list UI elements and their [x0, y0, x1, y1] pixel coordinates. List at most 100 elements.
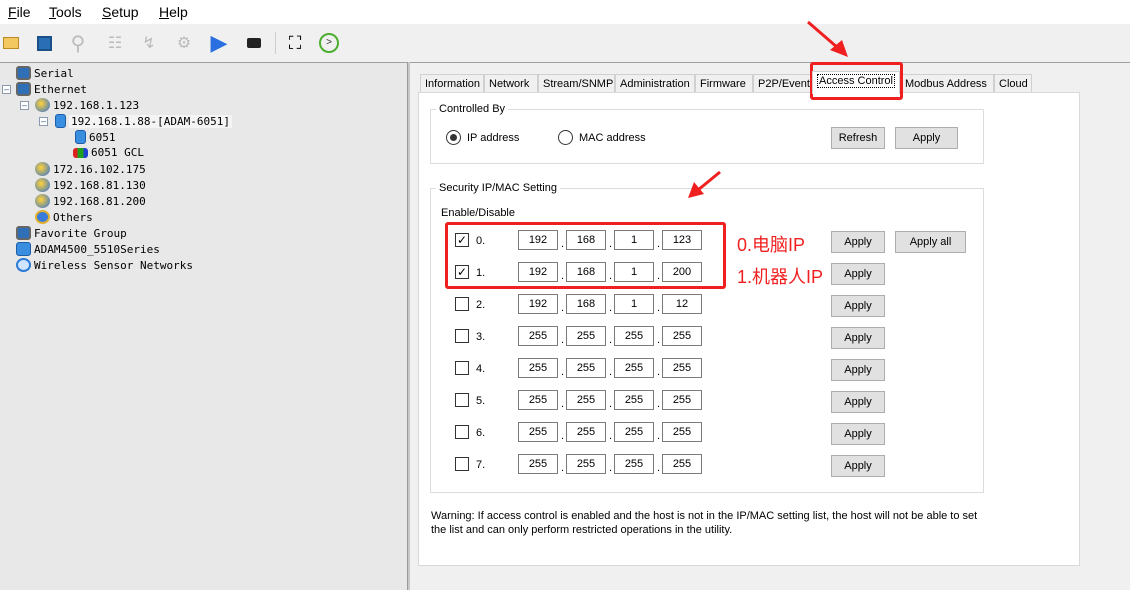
ip-separator: .: [609, 366, 613, 378]
collapse-toggle[interactable]: –: [2, 84, 11, 94]
tree-item-host[interactable]: 192.168.81.130: [35, 178, 146, 192]
row-apply-button[interactable]: Apply: [831, 327, 885, 349]
tab-p2p-event[interactable]: P2P/Event: [753, 74, 812, 93]
ip-octet-input[interactable]: 200: [662, 262, 702, 282]
tab-firmware[interactable]: Firmware: [695, 74, 753, 93]
tab-administration[interactable]: Administration: [615, 74, 695, 93]
play-icon[interactable]: ▶: [210, 30, 228, 55]
tab-information[interactable]: Information: [420, 74, 484, 93]
tree-item-host[interactable]: 172.16.102.175: [35, 162, 146, 176]
enable-checkbox[interactable]: ✓: [455, 265, 469, 279]
mac-address-radio[interactable]: [558, 130, 573, 145]
tree-item-favorite[interactable]: Favorite Group: [16, 226, 127, 240]
ip-octet-input[interactable]: 255: [614, 422, 654, 442]
tree-item-others[interactable]: Others: [35, 210, 93, 224]
apply-all-button[interactable]: Apply all: [895, 231, 966, 253]
tree-item-host[interactable]: 192.168.1.123: [35, 98, 139, 112]
ip-octet-input[interactable]: 255: [614, 358, 654, 378]
tab-stream-snmp[interactable]: Stream/SNMP: [538, 74, 615, 93]
tab-label: P2P/Event: [758, 78, 810, 90]
gear-icon[interactable]: ⚙: [176, 35, 192, 52]
camera-icon[interactable]: [243, 32, 265, 54]
row-apply-button[interactable]: Apply: [831, 263, 885, 285]
ip-octet-input[interactable]: 192: [518, 230, 558, 250]
tree-icon[interactable]: ☷: [107, 35, 123, 52]
tab-label: Stream/SNMP: [543, 78, 614, 90]
menu-help[interactable]: Help: [159, 4, 188, 20]
ip-octet-input[interactable]: 255: [614, 454, 654, 474]
ip-octet-input[interactable]: 255: [662, 326, 702, 346]
tab-network[interactable]: Network: [484, 74, 538, 93]
ip-octet-input[interactable]: 255: [662, 454, 702, 474]
ip-octet-input[interactable]: 255: [566, 390, 606, 410]
ip-octet-input[interactable]: 1: [614, 262, 654, 282]
row-apply-button[interactable]: Apply: [831, 295, 885, 317]
enable-checkbox[interactable]: ✓: [455, 233, 469, 247]
tree-item-wsn[interactable]: Wireless Sensor Networks: [16, 258, 193, 272]
ip-octet-input[interactable]: 255: [518, 422, 558, 442]
tree-item-serial[interactable]: Serial: [16, 66, 74, 80]
enable-checkbox[interactable]: [455, 361, 469, 375]
enable-checkbox[interactable]: [455, 425, 469, 439]
tab-label: Information: [425, 78, 481, 90]
row-apply-button[interactable]: Apply: [831, 359, 885, 381]
tree-item-device[interactable]: 192.168.1.88-[ADAM-6051]: [55, 114, 232, 128]
refresh-icon[interactable]: >: [318, 32, 340, 54]
row-apply-button[interactable]: Apply: [831, 391, 885, 413]
ip-octet-input[interactable]: 255: [566, 422, 606, 442]
ip-octet-input[interactable]: 255: [662, 390, 702, 410]
ip-octet-input[interactable]: 192: [518, 262, 558, 282]
ip-octet-input[interactable]: 255: [566, 454, 606, 474]
collapse-toggle[interactable]: –: [20, 100, 29, 110]
ip-octet-input[interactable]: 255: [518, 358, 558, 378]
warning-text: the list and can only perform restricted…: [431, 524, 733, 536]
tree-item-6051[interactable]: 6051: [75, 130, 116, 144]
flash-icon[interactable]: ↯: [142, 35, 156, 52]
refresh-button[interactable]: Refresh: [831, 127, 885, 149]
ip-separator: .: [657, 462, 661, 474]
menu-file[interactable]: File: [8, 4, 31, 20]
row-apply-button[interactable]: Apply: [831, 231, 885, 253]
ip-octet-input[interactable]: 123: [662, 230, 702, 250]
menu-tools[interactable]: Tools: [49, 4, 82, 20]
tree-label: 192.168.1.88-[ADAM-6051]: [69, 114, 232, 128]
ip-octet-input[interactable]: 255: [518, 390, 558, 410]
enable-checkbox[interactable]: [455, 329, 469, 343]
ip-octet-input[interactable]: 255: [614, 390, 654, 410]
save-icon[interactable]: [33, 32, 55, 54]
ip-octet-input[interactable]: 12: [662, 294, 702, 314]
ip-octet-input[interactable]: 1: [614, 294, 654, 314]
ip-octet-input[interactable]: 168: [566, 294, 606, 314]
tab-access-control[interactable]: Access Control: [812, 71, 900, 94]
ip-octet-input[interactable]: 255: [518, 454, 558, 474]
ip-octet-input[interactable]: 168: [566, 230, 606, 250]
ip-octet-input[interactable]: 255: [566, 358, 606, 378]
ip-address-radio[interactable]: [446, 130, 461, 145]
ip-octet-input[interactable]: 255: [614, 326, 654, 346]
tab-cloud[interactable]: Cloud: [994, 74, 1032, 93]
fullscreen-icon[interactable]: ⛶: [288, 32, 302, 53]
menu-setup[interactable]: Setup: [102, 4, 139, 20]
ip-octet-input[interactable]: 192: [518, 294, 558, 314]
open-icon[interactable]: [0, 32, 22, 54]
tree-item-host[interactable]: 192.168.81.200: [35, 194, 146, 208]
tree-item-adam4500[interactable]: ADAM4500_5510Series: [16, 242, 160, 256]
tab-modbus-address[interactable]: Modbus Address: [900, 74, 994, 93]
ip-octet-input[interactable]: 168: [566, 262, 606, 282]
ip-octet-input[interactable]: 255: [662, 422, 702, 442]
ip-octet-input[interactable]: 1: [614, 230, 654, 250]
enable-checkbox[interactable]: [455, 297, 469, 311]
ip-octet-input[interactable]: 255: [518, 326, 558, 346]
search-icon[interactable]: ⚲: [70, 32, 86, 55]
collapse-toggle[interactable]: –: [39, 116, 48, 126]
apply-button[interactable]: Apply: [895, 127, 958, 149]
enable-checkbox[interactable]: [455, 457, 469, 471]
tree-item-ethernet[interactable]: Ethernet: [16, 82, 87, 96]
enable-checkbox[interactable]: [455, 393, 469, 407]
row-apply-button[interactable]: Apply: [831, 455, 885, 477]
tree-item-6051-gcl[interactable]: 6051 GCL: [73, 146, 144, 159]
ip-octet-input[interactable]: 255: [662, 358, 702, 378]
ip-octet-input[interactable]: 255: [566, 326, 606, 346]
row-apply-button[interactable]: Apply: [831, 423, 885, 445]
panel-splitter[interactable]: [407, 62, 410, 590]
